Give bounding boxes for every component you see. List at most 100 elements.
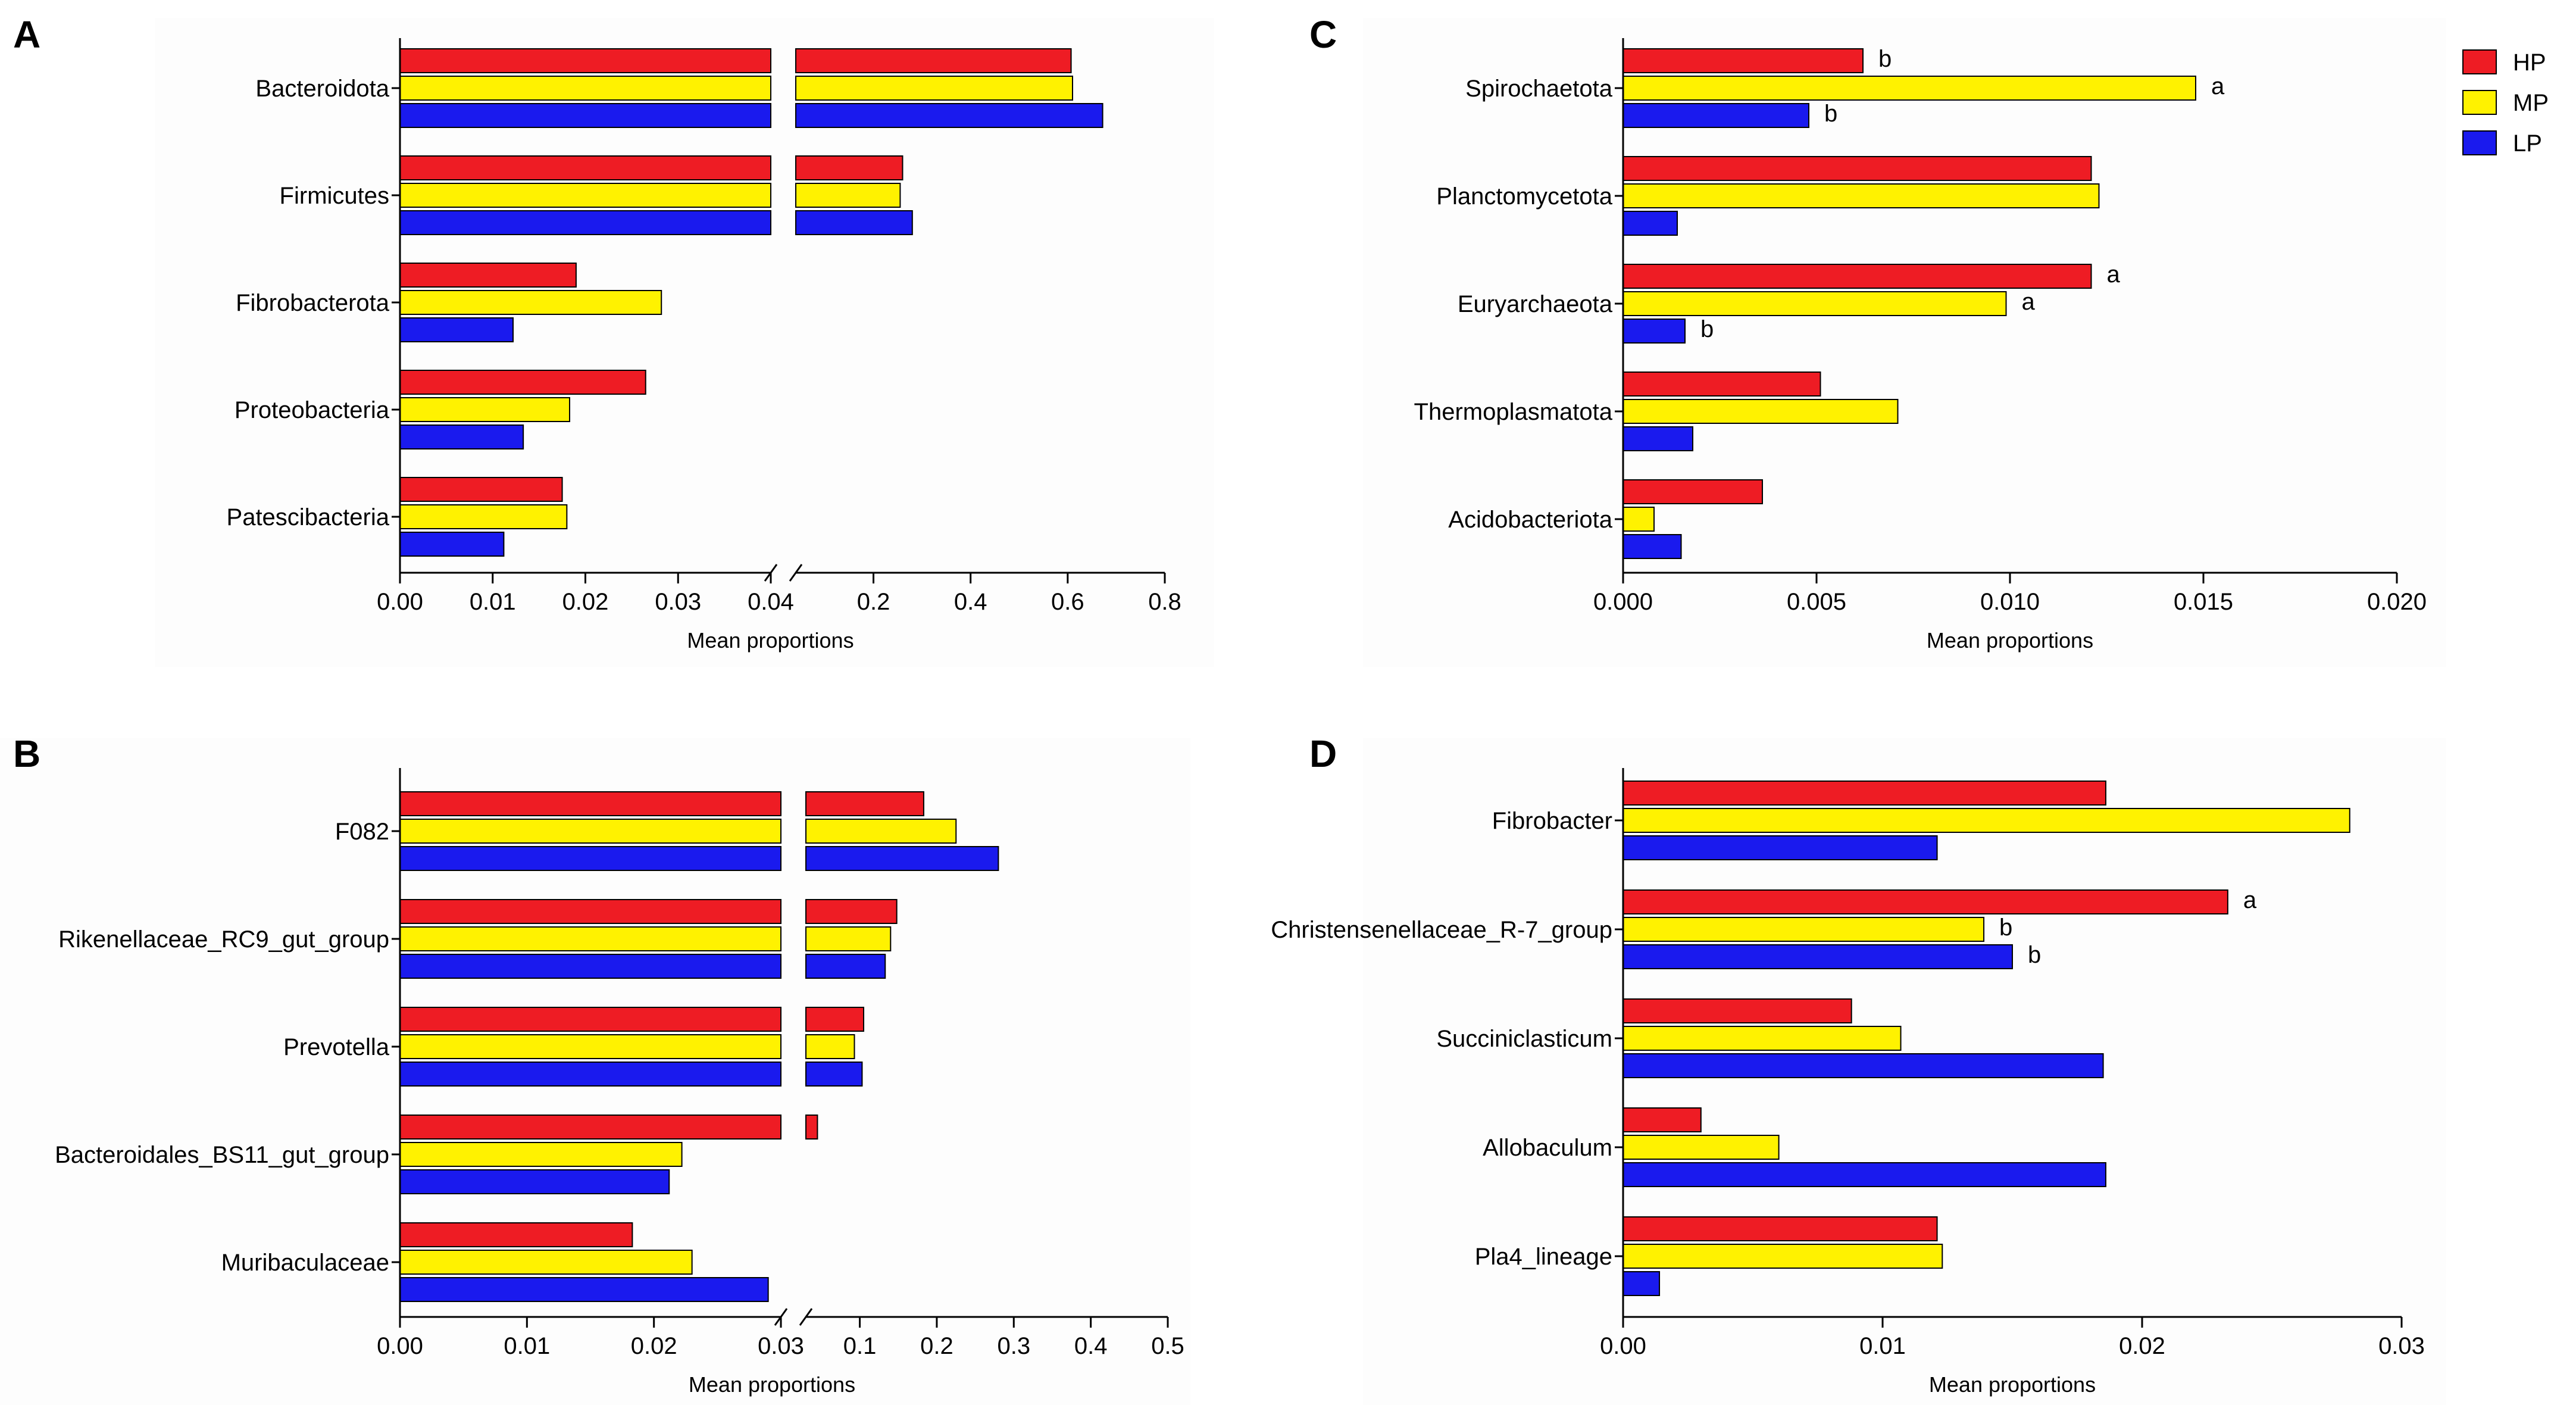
x-tick-label: 0.04 — [748, 589, 794, 615]
x-tick-label: 0.015 — [2174, 589, 2233, 615]
bar-mp — [1622, 808, 2350, 833]
x-tick-label: 0.03 — [758, 1333, 804, 1359]
significance-letter: b — [1824, 101, 1837, 127]
axis-break-mark — [799, 1308, 813, 1326]
panel-label: A — [13, 13, 40, 56]
bar-hp-left-segment — [399, 791, 781, 816]
category-label: F082 — [335, 819, 389, 845]
panel-label: D — [1309, 732, 1337, 775]
bar-mp-left-segment — [399, 926, 781, 951]
bar-lp — [1622, 103, 1809, 128]
bar-hp — [1622, 889, 2228, 914]
legend-swatch-lp — [2462, 130, 2497, 155]
significance-letter: a — [2211, 73, 2225, 99]
bar-hp — [1622, 781, 2106, 806]
bar-lp-left-segment — [399, 210, 771, 235]
panel-background — [1363, 18, 2446, 667]
bar-hp — [399, 1222, 633, 1247]
bar-hp — [1622, 156, 2092, 181]
bar-lp — [1622, 319, 1686, 344]
x-tick-label: 0.6 — [1051, 589, 1084, 615]
bar-lp — [795, 103, 1103, 128]
significance-letter: b — [1999, 914, 2012, 941]
bar-mp — [795, 183, 901, 208]
category-label: Spirochaetota — [1465, 76, 1613, 102]
bar-hp — [805, 899, 898, 924]
significance-letter: a — [2243, 887, 2257, 913]
x-tick-label: 0.00 — [377, 589, 423, 615]
x-tick-label: 0.01 — [470, 589, 516, 615]
bar-mp — [805, 819, 957, 844]
significance-letter: b — [1700, 316, 1714, 342]
category-label: Proteobacteria — [235, 397, 390, 423]
x-axis-label: Mean proportions — [687, 628, 854, 653]
bar-lp-left-segment — [399, 103, 771, 128]
bar-mp — [1622, 76, 2196, 101]
bar-hp — [795, 48, 1072, 73]
bar-lp — [1622, 1053, 2104, 1078]
bar-hp — [1622, 1216, 1938, 1241]
bar-lp-left-segment — [399, 846, 781, 871]
bar-hp — [805, 791, 924, 816]
bar-lp — [399, 1277, 769, 1302]
x-tick-label: 0.1 — [843, 1333, 877, 1359]
x-tick-label: 0.4 — [1074, 1333, 1108, 1359]
category-label: Allobaculum — [1483, 1135, 1612, 1161]
bar-lp — [795, 210, 913, 235]
legend-label-lp: LP — [2513, 130, 2542, 157]
category-label: Acidobacteriota — [1448, 507, 1612, 533]
bar-lp — [399, 1169, 670, 1194]
bar-lp — [805, 846, 999, 871]
bar-mp-left-segment — [399, 183, 771, 208]
bar-mp — [399, 504, 568, 529]
bar-mp — [1622, 1244, 1943, 1269]
x-tick-label: 0.000 — [1593, 589, 1653, 615]
x-axis-label: Mean proportions — [1929, 1372, 2096, 1397]
bar-hp — [399, 263, 577, 288]
panel-a: A Bacteroidota Firmicutes Fibrobacterota Pro… — [13, 13, 1214, 667]
bar-mp-left-segment — [399, 76, 771, 101]
bar-mp — [805, 1034, 855, 1059]
bar-mp — [1622, 291, 2007, 316]
panel-b: B F082 Rikenellaceae_RC9_gut_group Prevotel… — [0, 732, 1190, 1405]
bar-hp — [1622, 48, 1864, 73]
category-label: Prevotella — [283, 1034, 390, 1060]
legend-swatch-mp — [2462, 90, 2497, 115]
bar-mp — [1622, 917, 1985, 942]
x-tick-label: 0.4 — [954, 589, 987, 615]
bar-mp — [399, 397, 571, 422]
panel-label: B — [13, 732, 40, 775]
panel-d: D Fibrobacter Christensenellaceae_R-7_grou… — [1271, 732, 2446, 1405]
x-tick-label: 0.00 — [377, 1333, 423, 1359]
legend-label-hp: HP — [2513, 49, 2546, 76]
bar-lp — [1622, 1271, 1661, 1296]
bar-hp — [399, 477, 563, 502]
bar-hp — [1622, 1107, 1702, 1132]
axis-break-mark — [789, 564, 803, 582]
category-label: Christensenellaceae_R-7_group — [1271, 917, 1612, 943]
bar-mp-left-segment — [399, 819, 781, 844]
x-tick-label: 0.02 — [2119, 1333, 2165, 1359]
bar-lp — [399, 532, 505, 557]
x-tick-label: 0.00 — [1600, 1333, 1646, 1359]
bar-hp — [795, 155, 904, 180]
legend-label-mp: MP — [2513, 90, 2549, 116]
bar-lp — [805, 954, 886, 979]
significance-letter: b — [1878, 46, 1892, 72]
bar-hp-left-segment — [399, 48, 771, 73]
x-tick-label: 0.03 — [655, 589, 701, 615]
significance-letter: a — [2022, 289, 2036, 315]
bar-hp-left-segment — [399, 1115, 781, 1140]
x-tick-label: 0.2 — [920, 1333, 954, 1359]
bar-mp — [399, 1250, 693, 1275]
bar-lp-left-segment — [399, 954, 781, 979]
bar-lp — [1622, 944, 2013, 969]
category-label: Thermoplasmatota — [1414, 399, 1613, 425]
category-label: Bacteroidota — [255, 76, 389, 102]
x-tick-label: 0.01 — [504, 1333, 550, 1359]
legend-swatch-hp — [2462, 49, 2497, 74]
bar-mp — [795, 76, 1073, 101]
bar-lp — [1622, 426, 1693, 451]
category-label: Bacteroidales_BS11_gut_group — [55, 1142, 389, 1168]
bar-lp — [1622, 835, 1938, 860]
